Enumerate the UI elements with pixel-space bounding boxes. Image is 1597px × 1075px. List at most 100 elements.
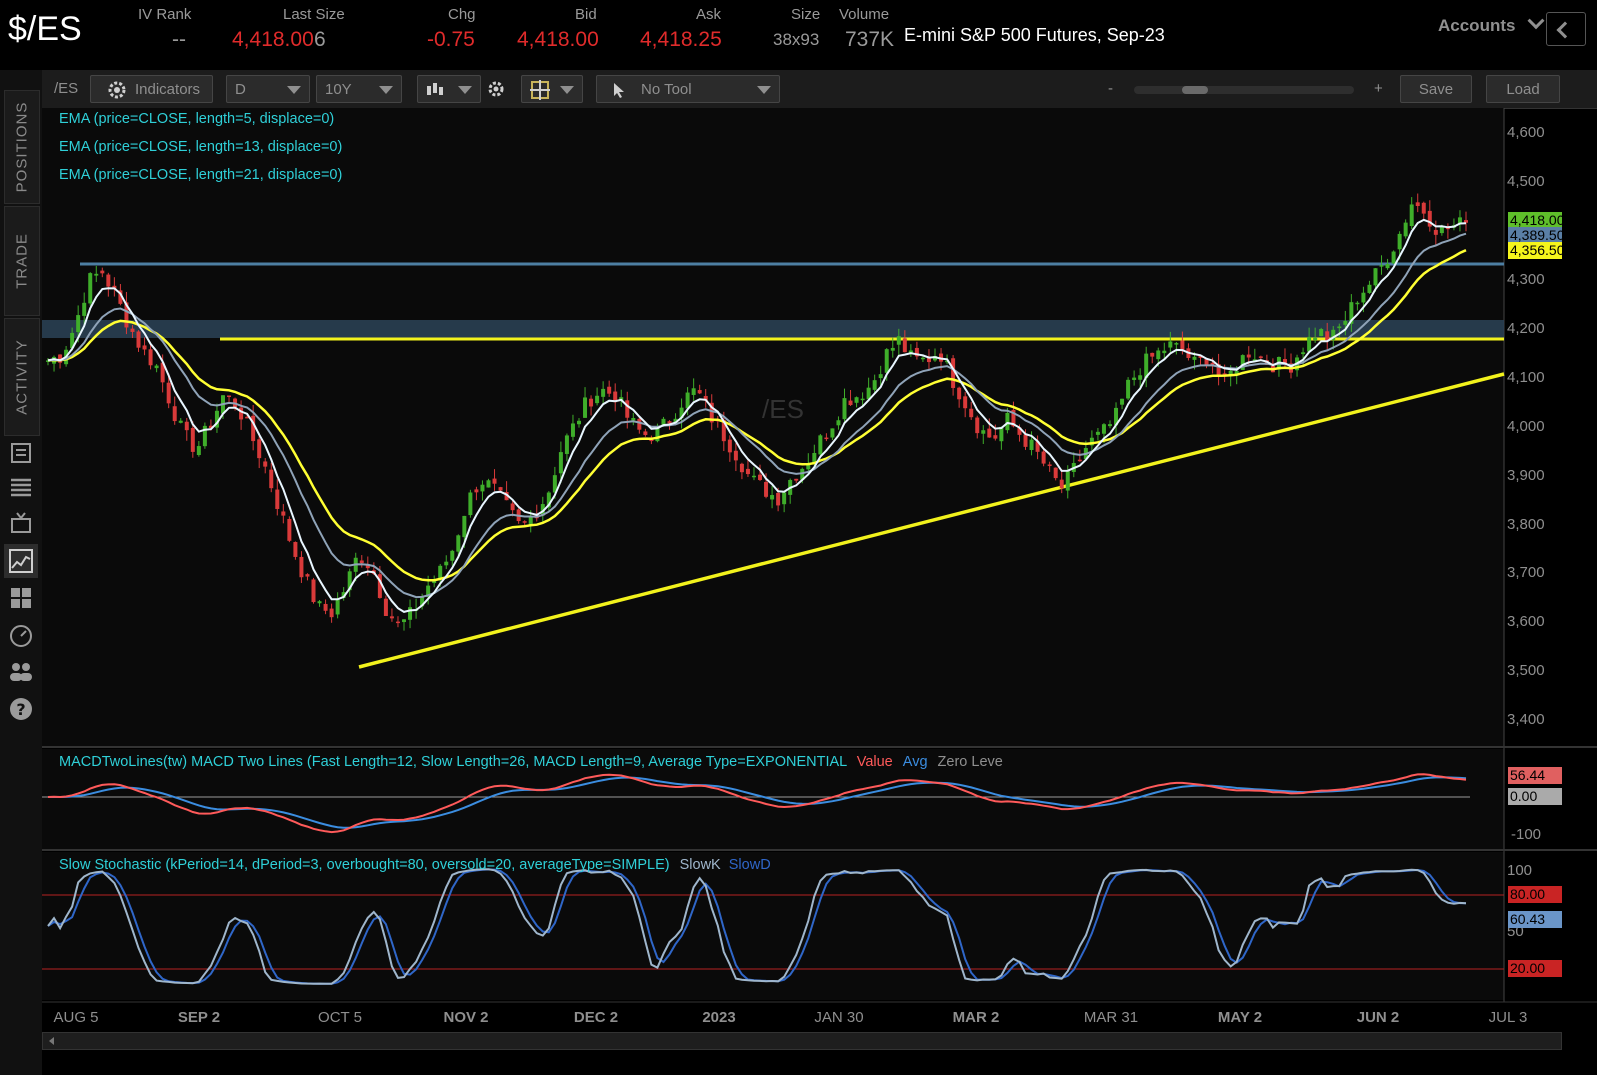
zoom-slider-track[interactable] [1134,86,1354,94]
tv-icon[interactable] [8,510,34,536]
candle-body [1077,459,1082,462]
tool-label: No Tool [641,81,692,98]
ema13-label[interactable]: EMA (price=CLOSE, length=13, displace=0) [59,139,343,155]
ema5-label[interactable]: EMA (price=CLOSE, length=5, displace=0) [59,111,335,127]
candle-body [1107,424,1112,427]
drawing-style-select[interactable] [521,75,583,103]
macd-avg-line [48,776,1467,829]
candle-body [214,410,219,428]
gear-icon[interactable] [486,79,506,99]
candle-body [1144,353,1149,379]
candle-body [679,407,684,419]
candle-body [510,503,515,511]
candle-body [878,374,883,379]
candle-body [335,599,340,615]
candle-body [239,407,244,420]
candle-body [1180,340,1185,351]
candle-body [914,347,919,357]
candle-body [951,358,956,388]
candle-body [1174,343,1179,345]
candle-body [1373,268,1378,286]
candle-body [1198,356,1203,358]
grid-icon[interactable] [8,585,34,611]
timeframe-select[interactable]: 10Y [316,75,402,103]
ask-value: 4,418.25 [640,28,722,51]
candle-body [637,418,642,430]
candle-body [389,616,394,619]
help-icon[interactable]: ? [8,696,34,722]
zoom-out-button[interactable]: - [1108,80,1113,97]
candle-body [1029,439,1034,451]
candle-body [1126,379,1131,399]
size-label: Size [791,6,821,23]
zoom-in-button[interactable]: + [1374,80,1383,97]
candle-body [1307,336,1312,352]
candle-body [1415,202,1420,207]
candle-body [1035,441,1040,452]
save-button[interactable]: Save [1400,75,1472,103]
macd-legend[interactable]: MACDTwoLines(tw) MACD Two Lines (Fast Le… [59,754,1003,770]
accounts-label: Accounts [1438,16,1516,35]
candle-body [685,392,690,409]
chg-label: Chg [448,6,476,23]
candle-body [208,425,213,429]
candle-body [94,273,99,276]
zoom-slider-handle[interactable] [1182,86,1208,94]
candle-body [836,420,841,426]
last-price: 4,418.00 [232,28,314,51]
candle-body [1385,263,1390,269]
list-icon[interactable] [8,475,34,501]
date-tick: DEC 2 [573,1009,619,1026]
candle-body [347,571,352,591]
macd-avg-legend: Avg [902,754,928,770]
candle-body [329,608,334,618]
scroll-left-icon[interactable] [49,1037,54,1045]
macd-lines [47,773,1467,834]
candle-body [1409,204,1414,227]
gauge-icon[interactable] [8,622,34,648]
horizontal-scrollbar[interactable] [42,1032,1562,1050]
candle-body [1120,398,1125,405]
community-icon[interactable] [8,658,34,684]
candle-body [703,395,708,401]
candle-body [1258,356,1263,358]
caret-down-icon [287,86,301,94]
stochastic-title: Slow Stochastic (kPeriod=14, dPeriod=3, … [59,857,670,873]
candle-body [733,450,738,461]
candle-body [751,475,756,478]
chart-type-select[interactable] [417,75,481,103]
ema21-label[interactable]: EMA (price=CLOSE, length=21, displace=0) [59,167,343,183]
charts-icon[interactable] [8,548,34,574]
drawing-tool-select[interactable]: No Tool [596,75,780,103]
ema-lines [47,218,1467,613]
stochastic-legend[interactable]: Slow Stochastic (kPeriod=14, dPeriod=3, … [59,857,771,873]
accounts-dropdown[interactable]: Accounts [1438,12,1545,44]
candle-body [613,391,618,403]
bid-value: 4,418.00 [517,28,599,51]
monitor-icon[interactable] [8,440,34,466]
ema5-line [47,218,1467,613]
candle-body [190,427,195,452]
tab-positions[interactable]: POSITIONS [4,90,40,204]
candle-body [480,484,485,492]
load-button[interactable]: Load [1486,75,1560,103]
toolbar-symbol[interactable]: /ES [54,80,79,97]
collapse-panel-button[interactable] [1546,12,1586,46]
candle-body [583,397,588,418]
candle-body [1234,371,1239,375]
candle-body [486,480,491,488]
candle-body [275,489,280,509]
candle-body [1349,302,1354,324]
size-value: 38x93 [773,30,820,49]
candle-body [945,360,950,363]
candle-body [776,492,781,506]
aggregation-select[interactable]: D [226,75,310,103]
indicators-button[interactable]: Indicators [90,75,213,103]
tab-trade[interactable]: TRADE [4,206,40,316]
candle-body [595,395,600,404]
candle-body [1379,265,1384,267]
candle-body [890,347,895,351]
tab-activity[interactable]: ACTIVITY [4,318,40,436]
candle-body [1361,292,1366,303]
